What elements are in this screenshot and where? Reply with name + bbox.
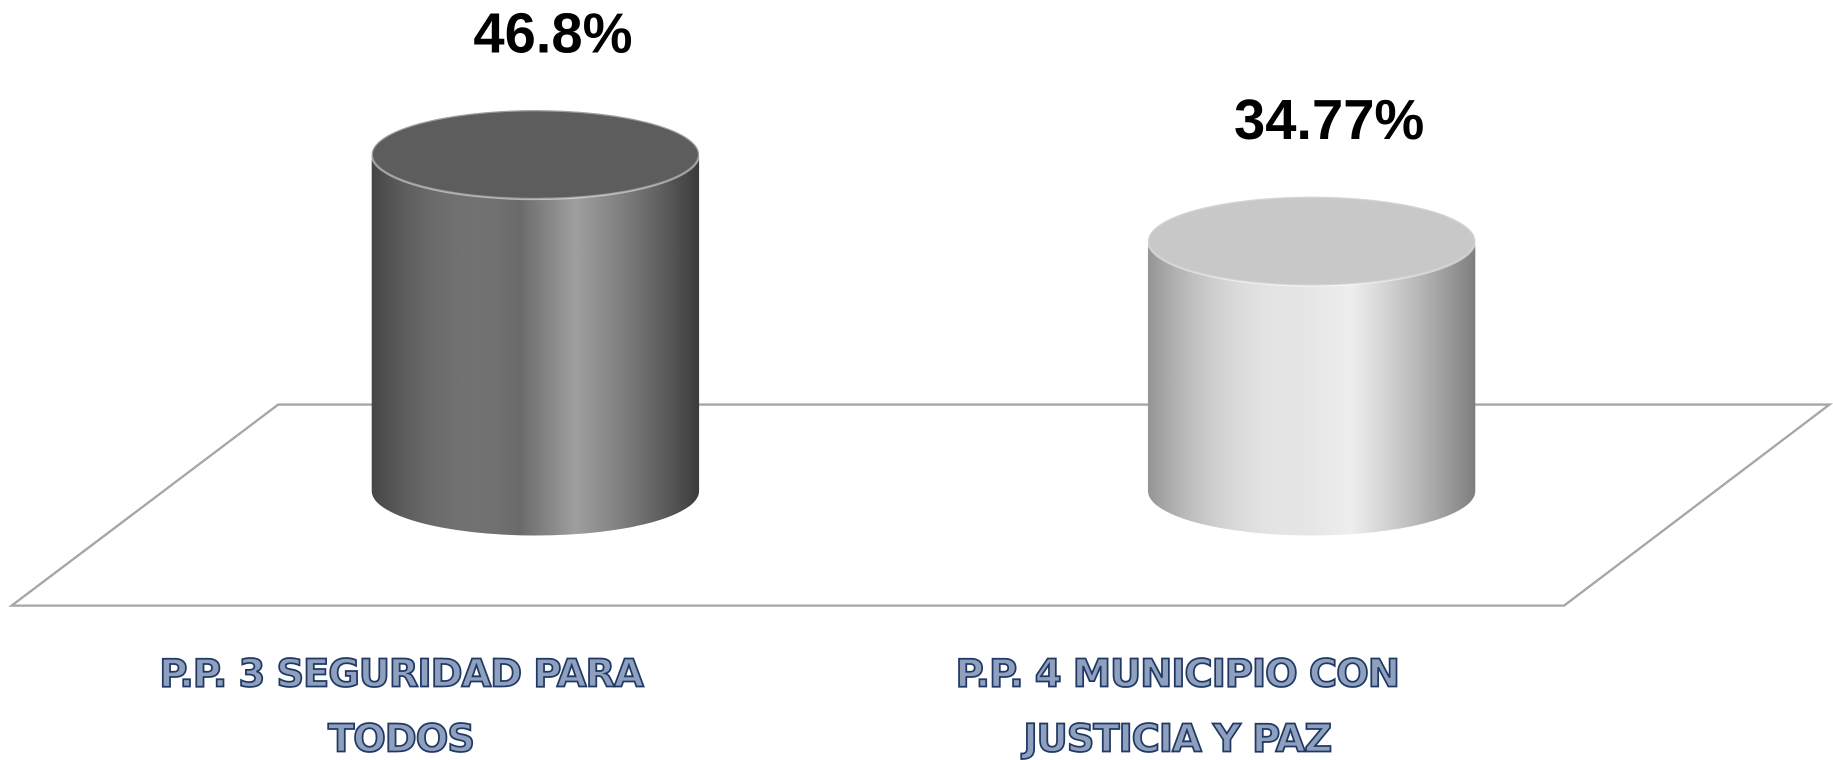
value-label: 34.77% (1234, 88, 1424, 151)
x-tick-label: P.P. 4 MUNICIPIO CON JUSTICIA Y PAZ (955, 649, 1401, 760)
cylinder-shade (371, 110, 700, 536)
cylinder (370, 109, 701, 536)
x-tick-label-box: P.P. 4 MUNICIPIO CON JUSTICIA Y PAZ (955, 649, 1401, 760)
x-tick-label: P.P. 3 SEGURIDAD PARA TODOS (158, 649, 644, 760)
cylinder-top (370, 109, 701, 201)
cylinder (1146, 195, 1477, 536)
floor (8, 403, 1833, 607)
cylinder-top-shade (371, 110, 700, 200)
cylinder-top (1146, 195, 1477, 287)
cylinder-top-shade (1147, 196, 1476, 286)
value-label: 46.8% (473, 2, 632, 65)
cylinder-shade (1147, 196, 1476, 536)
x-tick-label-box: P.P. 3 SEGURIDAD PARA TODOS (158, 649, 644, 760)
